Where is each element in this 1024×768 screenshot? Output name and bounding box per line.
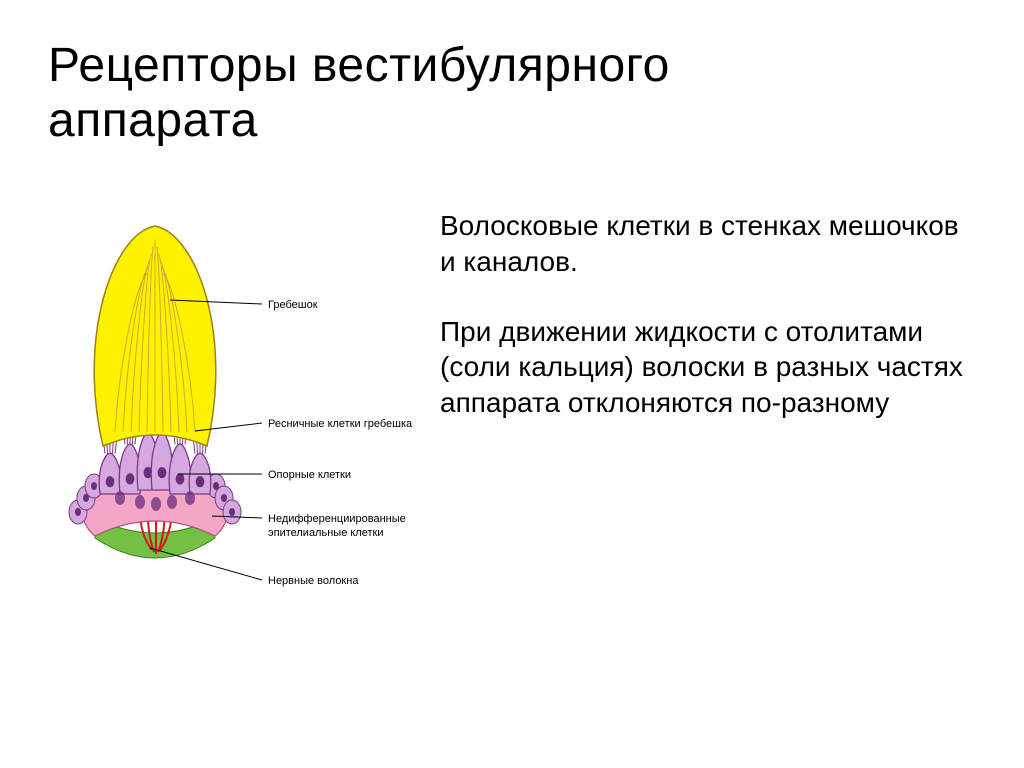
diagram: Гребешок Ресничные клетки гребешка Опорные… [40,218,420,638]
slide-title: Рецепторы вестибулярного аппарата [48,38,788,148]
body-text: Волосковые клетки в стенках мешочков и к… [440,208,980,455]
diagram-svg: Гребешок Ресничные клетки гребешка Опорные… [40,218,420,638]
svg-text:Нервные волокна: Нервные волокна [268,575,359,587]
svg-text:эпителиальные клетки: эпителиальные клетки [268,527,383,539]
svg-text:Недифференциированные: Недифференциированные [268,513,406,525]
svg-text:Гребешок: Гребешок [268,299,318,311]
svg-text:Опорные клетки: Опорные клетки [268,469,351,481]
paragraph-1: Волосковые клетки в стенках мешочков и к… [440,208,980,280]
svg-text:Ресничные клетки гребешка: Ресничные клетки гребешка [268,418,413,430]
slide: Рецепторы вестибулярного аппарата Волоск… [0,0,1024,768]
paragraph-2: При движении жидкости с отолитами (соли … [440,314,980,421]
